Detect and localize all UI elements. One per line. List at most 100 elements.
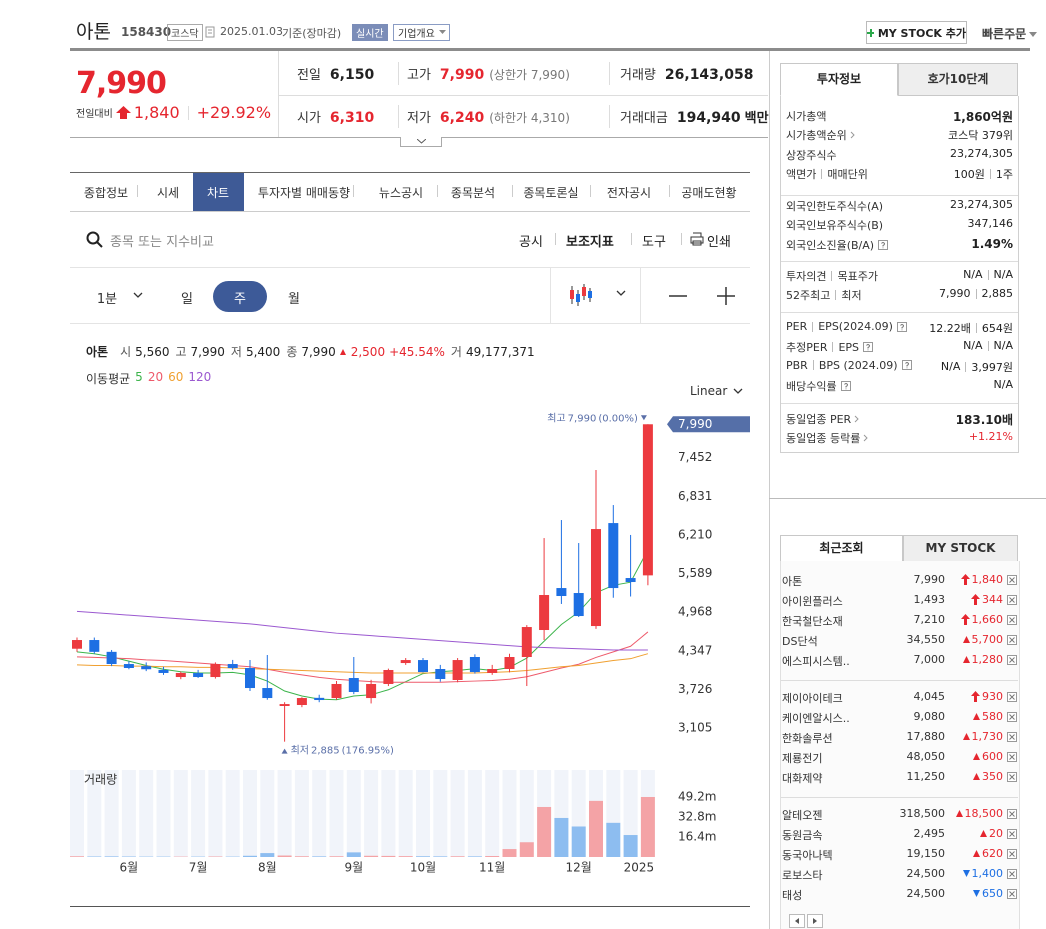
tab-separator — [352, 185, 354, 197]
candle-body — [89, 640, 100, 652]
remove-icon[interactable] — [1007, 772, 1017, 782]
stat-label: 전일 — [297, 68, 321, 83]
chevron[interactable] — [616, 290, 626, 297]
stock-name[interactable]: 제룡전기 — [782, 752, 823, 765]
tab[interactable]: 종목토론실 — [523, 186, 579, 200]
legend-entry: 120 — [188, 370, 212, 384]
stock-name[interactable]: 태성 — [782, 889, 803, 902]
realtime-badge[interactable]: 실시간 — [352, 24, 388, 41]
period[interactable]: 일 — [181, 292, 193, 307]
zoom-in[interactable] — [717, 287, 735, 305]
stock-name[interactable]: DS단석 — [782, 635, 818, 648]
remove-icon[interactable] — [1007, 829, 1017, 839]
candle-body — [314, 697, 325, 701]
volume-tick-label: 49.2m — [678, 789, 716, 803]
panel-tab[interactable]: 최근조회 — [780, 535, 903, 562]
stock-name[interactable]: 아이윈플러스 — [782, 595, 843, 608]
x-tick-label: 2025 — [624, 861, 655, 875]
stock-name[interactable]: 로보스타 — [782, 869, 823, 882]
change-value: 20 — [989, 827, 1003, 840]
stock-name[interactable]: 케이엔알시스.. — [782, 712, 850, 725]
remove-icon[interactable] — [1007, 575, 1017, 585]
y-tick-label: 5,589 — [678, 566, 712, 580]
stock-name[interactable]: 동원금속 — [782, 829, 823, 842]
stat-value: 6,240 — [439, 110, 485, 126]
period[interactable]: 주 — [234, 292, 246, 307]
remove-icon[interactable] — [1007, 752, 1017, 762]
label-part: PBR — [786, 358, 808, 372]
tab[interactable]: 공매도현황 — [681, 186, 737, 200]
stock-name[interactable]: 한국철단소재 — [782, 615, 843, 628]
search-placeholder[interactable]: 종목 또는 지수비교 — [110, 235, 214, 250]
change-value: 600 — [982, 750, 1003, 763]
tab[interactable]: 뉴스공시 — [378, 186, 424, 200]
my-stock-button[interactable]: MY STOCK 추가 — [866, 21, 967, 44]
value-part: 23,274,305 — [950, 198, 1013, 211]
remove-icon[interactable] — [1007, 809, 1017, 819]
tab[interactable]: 전자공시 — [606, 186, 652, 200]
tool[interactable]: 공시 — [519, 235, 543, 250]
period[interactable]: 월 — [288, 292, 300, 307]
remove-icon[interactable] — [1007, 732, 1017, 742]
tab[interactable]: 시세 — [156, 186, 180, 200]
value-part: N/A — [963, 268, 983, 281]
page-button[interactable] — [807, 914, 823, 928]
chevron — [133, 292, 143, 298]
chevron — [417, 139, 426, 144]
stock-name[interactable]: 동국아나텍 — [782, 849, 833, 862]
page-button[interactable] — [789, 914, 805, 928]
remove-icon[interactable] — [1007, 712, 1017, 722]
remove-icon[interactable] — [1007, 615, 1017, 625]
period-active-bg — [213, 281, 267, 312]
panel-tab[interactable]: 호가10단계 — [898, 63, 1018, 96]
scale-select[interactable]: Linear — [690, 384, 743, 398]
info-change-value: 2,500 — [350, 344, 386, 359]
tab[interactable]: 투자자별 매매동향 — [257, 186, 351, 200]
stock-name[interactable]: 한화솔루션 — [782, 732, 833, 745]
tool[interactable]: 인쇄 — [707, 235, 731, 250]
period[interactable]: 1분 — [96, 292, 118, 307]
stock-name[interactable]: 에스피시스템.. — [782, 655, 850, 668]
help-mark — [904, 362, 909, 369]
stat-label: 고가 — [407, 68, 431, 83]
info-key: 종 — [286, 345, 298, 359]
tab[interactable]: 차트 — [206, 186, 230, 200]
remove-icon[interactable] — [1007, 595, 1017, 605]
quick-order[interactable]: 빠른주문 — [982, 25, 1038, 42]
remove-icon[interactable] — [1007, 849, 1017, 859]
tool[interactable]: 보조지표 — [566, 235, 614, 250]
remove-icon[interactable] — [1007, 635, 1017, 645]
stock-price: 4,045 — [913, 690, 946, 703]
panel-tab[interactable]: MY STOCK — [903, 535, 1018, 562]
info-value: 12.22배 654원 — [929, 320, 1013, 336]
info-value: 7,990 — [190, 344, 225, 359]
remove-icon[interactable] — [1007, 692, 1017, 702]
value-part: N/A — [993, 377, 1013, 391]
y-tick-label: 4,968 — [678, 605, 712, 619]
chart-type-icon[interactable] — [569, 284, 595, 306]
stock-name: 아톤 — [76, 21, 111, 43]
stock-code: 158430 — [121, 25, 172, 39]
divider — [769, 498, 1046, 499]
stock-name[interactable]: 아톤 — [782, 575, 803, 588]
zoom-out[interactable] — [669, 288, 687, 304]
company-button[interactable]: 기업개요 — [393, 24, 450, 41]
remove-icon[interactable] — [1007, 655, 1017, 665]
separator — [975, 323, 977, 333]
stock-name[interactable]: 제이아이테크 — [782, 692, 843, 705]
stock-name[interactable]: 알테오젠 — [782, 809, 823, 822]
tab[interactable]: 종합정보 — [83, 186, 129, 200]
help-icon — [863, 342, 874, 353]
remove-icon[interactable] — [1007, 889, 1017, 899]
button-arrow — [795, 918, 799, 924]
stock-name[interactable]: 대화제약 — [782, 772, 823, 785]
tab[interactable]: 종목분석 — [450, 186, 496, 200]
value-part: 183.10배 — [955, 413, 1013, 427]
panel-tab[interactable]: 투자정보 — [780, 63, 898, 96]
remove-icon[interactable] — [1007, 869, 1017, 879]
expand-toggle[interactable] — [400, 137, 442, 147]
search-icon[interactable] — [86, 231, 103, 248]
tool[interactable]: 도구 — [642, 235, 666, 250]
legend-entry: 60 — [168, 370, 184, 384]
info-label: 외국인보유주식수(B) — [786, 217, 883, 233]
